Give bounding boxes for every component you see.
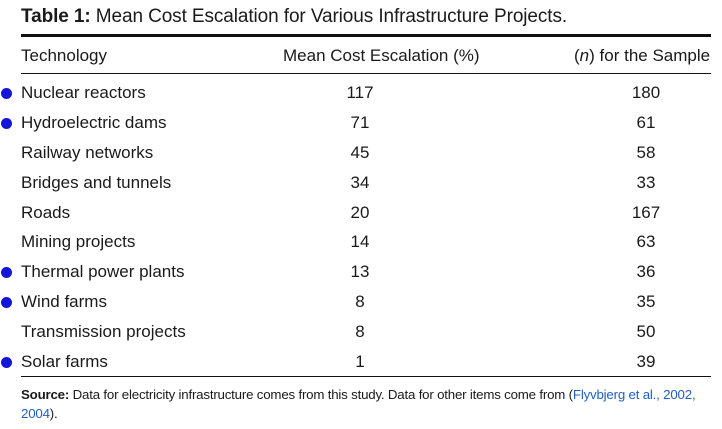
cell-mean-cost: 20 — [350, 202, 370, 222]
cell-mean-cost: 71 — [350, 112, 370, 132]
cell-mean-cost: 45 — [350, 142, 370, 162]
row-marker-dot-icon — [1, 297, 12, 309]
table-top-rule — [21, 34, 711, 37]
cell-sample-size: 61 — [636, 112, 656, 132]
table-row: Nuclear reactors 117 180 — [0, 79, 722, 109]
cell-mean-cost: 14 — [350, 232, 370, 252]
cell-sample-size: 180 — [631, 83, 661, 102]
table-header-rule — [21, 73, 711, 74]
cell-technology: Bridges and tunnels — [21, 172, 172, 192]
cell-technology: Roads — [21, 202, 71, 222]
cell-sample-size: 36 — [636, 262, 656, 282]
table-row: Railway networks 45 58 — [0, 139, 722, 169]
table-row: Transmission projects 8 50 — [0, 318, 722, 348]
cell-sample-size: 50 — [636, 322, 656, 342]
table-row: Solar farms 1 39 — [0, 348, 722, 378]
cell-technology: Nuclear reactors — [21, 83, 146, 102]
cell-mean-cost: 117 — [346, 83, 374, 102]
row-marker-dot-icon — [1, 88, 12, 99]
source-citation-link[interactable]: Flyvbjerg et al., 2002, 2004 — [21, 387, 696, 421]
cell-technology: Railway networks — [21, 142, 154, 162]
table-row: Roads 20 167 — [0, 199, 722, 229]
table-row: Bridges and tunnels 34 33 — [0, 169, 722, 199]
cell-technology: Solar farms — [21, 352, 108, 372]
header-technology: Technology — [21, 46, 108, 65]
table-bottom-rule — [21, 376, 711, 377]
source-end: ). — [49, 406, 58, 421]
table-row: Thermal power plants 13 36 — [0, 258, 722, 288]
header-n-symbol: n — [579, 46, 590, 65]
cell-mean-cost: 8 — [355, 292, 365, 312]
caption-text: Mean Cost Escalation for Various Infrast… — [95, 6, 568, 27]
cell-technology: Wind farms — [21, 292, 107, 312]
row-marker-dot-icon — [1, 117, 12, 129]
header-mean-cost: Mean Cost Escalation (%) — [283, 46, 480, 65]
header-n-text: for the Sample — [594, 46, 711, 65]
cell-sample-size: 33 — [636, 172, 656, 192]
table-source-note: Source: Data for electricity infrastruct… — [21, 385, 721, 423]
table-body: Nuclear reactors 117 180 Hydroelectric dams… — [0, 79, 722, 378]
source-text: Data for electricity infrastructure come… — [69, 387, 574, 402]
cell-sample-size: 39 — [636, 352, 656, 372]
table-caption: Table 1: Mean Cost Escalation for Variou… — [21, 6, 567, 28]
cell-mean-cost: 8 — [355, 322, 365, 342]
table-row: Wind farms 8 35 — [0, 288, 722, 318]
cell-sample-size: 35 — [636, 292, 656, 312]
row-marker-dot-icon — [1, 357, 12, 369]
cell-technology: Thermal power plants — [21, 262, 185, 282]
cell-mean-cost: 34 — [350, 172, 370, 192]
cell-sample-size: 63 — [636, 232, 656, 252]
cell-sample-size: 58 — [636, 142, 656, 162]
cell-technology: Mining projects — [21, 232, 136, 252]
row-marker-dot-icon — [1, 267, 12, 279]
cell-technology: Hydroelectric dams — [21, 112, 167, 132]
header-sample-size: (n) for the Sample — [574, 46, 711, 65]
cell-mean-cost: 1 — [355, 352, 365, 372]
cell-mean-cost: 13 — [350, 262, 370, 282]
caption-label: Table 1: — [21, 6, 91, 27]
cell-technology: Transmission projects — [21, 322, 186, 342]
cell-sample-size: 167 — [631, 202, 661, 222]
source-label: Source: — [21, 387, 70, 402]
table-row: Hydroelectric dams 71 61 — [0, 109, 722, 139]
table-row: Mining projects 14 63 — [0, 228, 722, 258]
